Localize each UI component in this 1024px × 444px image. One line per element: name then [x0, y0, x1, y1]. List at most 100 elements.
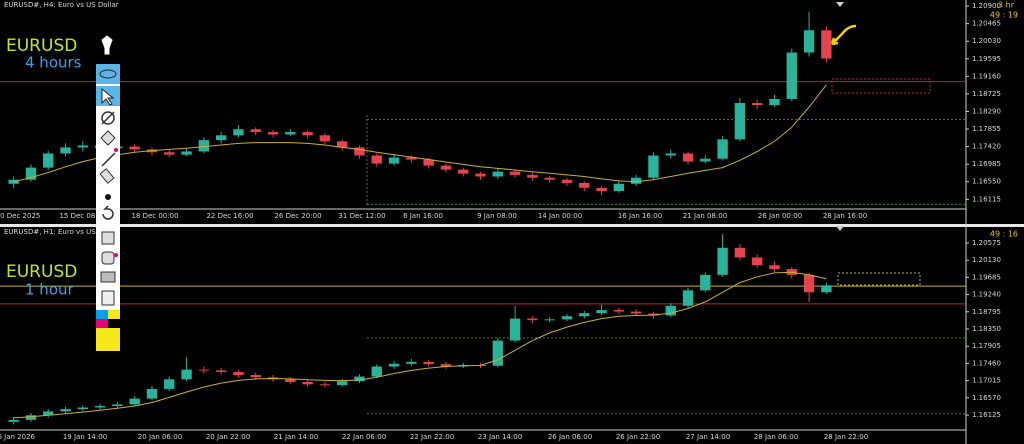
candle-body — [803, 274, 815, 293]
clipboard-icon[interactable] — [101, 290, 115, 306]
candle-body — [769, 98, 780, 106]
candle-body — [752, 102, 763, 106]
candle-body — [354, 147, 365, 156]
candle-body — [596, 187, 607, 192]
color-swatch[interactable] — [108, 310, 120, 319]
chart-title: EURUSD#, H4: Euro vs US Dollar — [4, 1, 119, 9]
color-swatch[interactable] — [96, 328, 120, 351]
candle-body — [717, 247, 728, 275]
candle-body — [77, 145, 88, 148]
x-tick-label: 26 Dec 20:00 — [274, 212, 321, 220]
x-tick-label: 28 Jan 06:00 — [754, 433, 798, 441]
y-tick-label: 1.20030 — [972, 37, 1001, 45]
candle-body — [579, 182, 590, 188]
candle-body — [630, 311, 642, 314]
x-tick-label: 31 Dec 12:00 — [338, 212, 385, 220]
candle-body — [181, 151, 192, 155]
x-tick-label: 9 Jan 08:00 — [477, 212, 517, 220]
candle-body — [129, 398, 140, 405]
dot-icon[interactable] — [105, 194, 111, 200]
x-tick-label: 20 Jan 22:00 — [206, 433, 250, 441]
tag-icon[interactable] — [100, 130, 116, 146]
countdown-timer: 49 : 19 — [990, 11, 1018, 20]
candle-body — [458, 169, 469, 174]
candle-body — [527, 174, 538, 178]
candle-body — [579, 313, 590, 317]
candle-body — [596, 310, 607, 314]
ruler-icon[interactable] — [99, 168, 115, 184]
y-tick-label: 1.17905 — [972, 342, 1001, 350]
candle-body — [665, 305, 676, 316]
candle-body — [475, 173, 486, 177]
candle-body — [371, 366, 382, 377]
candle-body — [302, 381, 313, 385]
y-tick-label: 1.18290 — [972, 107, 1001, 115]
y-tick-label: 1.17460 — [972, 359, 1001, 367]
camera-icon[interactable] — [100, 271, 116, 283]
color-swatch[interactable] — [96, 319, 108, 328]
symbol-label: EURUSD — [6, 262, 77, 282]
candle-body — [198, 369, 210, 371]
undo-icon[interactable] — [102, 205, 114, 220]
candle-body — [440, 165, 452, 170]
candle-body — [388, 157, 400, 164]
symbol-label: EURUSD — [6, 36, 77, 56]
color-swatch[interactable] — [108, 319, 120, 328]
candle-body — [821, 30, 832, 59]
candle-body — [43, 153, 54, 168]
y-tick-label: 1.19240 — [972, 291, 1001, 299]
candle-body — [112, 404, 123, 406]
x-tick-label: 27 Jan 14:00 — [686, 433, 730, 441]
y-tick-label: 1.20575 — [972, 239, 1001, 247]
candle-body — [544, 319, 555, 321]
candle-body — [613, 183, 625, 192]
y-tick-label: 1.17855 — [972, 125, 1001, 133]
x-tick-label: 26 Jan 00:00 — [758, 212, 802, 220]
y-tick-label: 1.16985 — [972, 160, 1001, 168]
line-icon[interactable] — [101, 152, 116, 167]
candle-body — [146, 388, 158, 399]
candle-body — [406, 157, 417, 160]
x-tick-label: 26 Jan 06:00 — [548, 433, 592, 441]
trash-icon[interactable] — [101, 231, 115, 245]
candle-body — [509, 171, 521, 175]
trash-all-icon[interactable] — [101, 251, 115, 265]
drawing-toolbar — [96, 35, 120, 351]
pen-icon[interactable] — [101, 35, 113, 55]
candle-body — [337, 381, 348, 386]
y-tick-label: 1.20465 — [972, 20, 1001, 28]
x-tick-label: 22 Jan 22:00 — [410, 433, 454, 441]
erase-icon — [101, 111, 115, 125]
candle-body — [406, 361, 417, 364]
candle-body — [250, 129, 261, 133]
x-tick-label: 14 Jan 00:00 — [538, 212, 582, 220]
color-swatch[interactable] — [96, 310, 108, 319]
candle-body — [423, 361, 434, 365]
countdown-unit: 3 hr — [998, 1, 1015, 10]
candle-body — [388, 363, 400, 367]
y-tick-label: 1.20900 — [972, 2, 1001, 10]
candle-body — [337, 141, 348, 148]
x-tick-label: 15 Dec 08:00 — [59, 212, 106, 220]
candle-body — [440, 364, 452, 367]
pane-separator — [0, 224, 1024, 227]
range-box — [837, 272, 921, 286]
toolbar-panel — [96, 64, 120, 351]
y-tick-label: 1.16550 — [972, 178, 1001, 186]
cursor-icon — [101, 87, 115, 106]
y-tick-label: 1.19160 — [972, 72, 1001, 80]
y-tick-label: 1.18795 — [972, 308, 1001, 316]
eye-icon — [99, 69, 117, 79]
y-tick-label: 1.20130 — [972, 256, 1001, 264]
timeframe-label: 1 hour — [25, 281, 75, 299]
candle-body — [181, 369, 192, 380]
candle-body — [25, 167, 37, 180]
erase-icon[interactable] — [101, 111, 115, 125]
x-tick-label: 28 Jan 16:00 — [823, 212, 867, 220]
candle-body — [700, 274, 711, 291]
y-tick-label: 1.18350 — [972, 325, 1001, 333]
eye-button[interactable] — [96, 64, 120, 84]
y-tick-label: 1.17420 — [972, 143, 1001, 151]
